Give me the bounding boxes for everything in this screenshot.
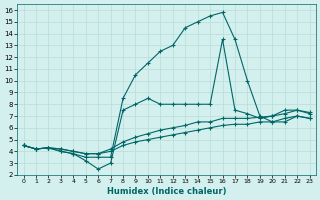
X-axis label: Humidex (Indice chaleur): Humidex (Indice chaleur) [107,187,226,196]
